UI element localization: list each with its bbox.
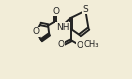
Text: NH: NH (56, 23, 69, 32)
Text: S: S (82, 5, 88, 14)
Text: O: O (53, 7, 60, 16)
Text: O: O (57, 40, 64, 49)
Text: O: O (32, 27, 39, 36)
Text: CH₃: CH₃ (84, 40, 99, 49)
Text: O: O (76, 41, 83, 50)
